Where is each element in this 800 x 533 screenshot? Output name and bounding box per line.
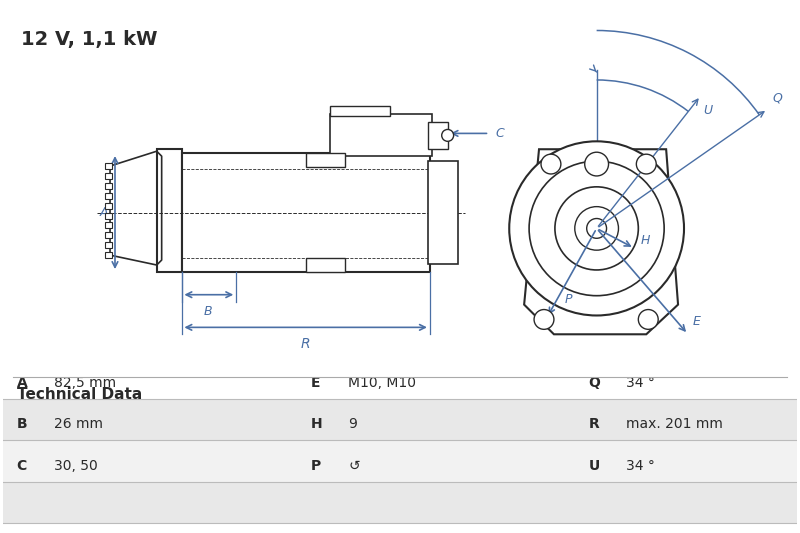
Polygon shape [428,122,448,149]
Polygon shape [105,232,112,238]
Text: 34 °: 34 ° [626,459,655,473]
Bar [2,399,798,440]
Polygon shape [306,153,346,167]
Text: R: R [301,337,310,351]
Polygon shape [157,149,182,272]
Circle shape [585,152,609,176]
Text: E: E [693,315,701,328]
Bar [2,440,798,482]
Text: R: R [589,417,599,431]
Polygon shape [105,163,112,169]
Polygon shape [330,114,432,156]
Text: U: U [703,104,713,117]
Polygon shape [330,106,390,116]
Polygon shape [110,151,162,265]
Text: 12 V, 1,1 kW: 12 V, 1,1 kW [21,30,157,50]
Text: H: H [310,417,322,431]
Circle shape [442,130,454,141]
Text: Q: Q [589,376,601,390]
Polygon shape [105,173,112,179]
Polygon shape [182,153,430,272]
Polygon shape [105,183,112,189]
Circle shape [541,154,561,174]
Text: M10, M10: M10, M10 [348,376,416,390]
Polygon shape [105,203,112,208]
Text: 30, 50: 30, 50 [54,459,98,473]
Text: P: P [565,293,573,306]
Polygon shape [105,193,112,199]
Text: B: B [17,417,27,431]
Circle shape [586,219,606,238]
Circle shape [574,207,618,250]
Text: A: A [100,206,108,219]
Circle shape [510,141,684,316]
Circle shape [638,310,658,329]
Text: max. 201 mm: max. 201 mm [626,417,723,431]
Circle shape [636,154,656,174]
Text: 82,5 mm: 82,5 mm [54,376,117,390]
Text: B: B [204,305,213,318]
Text: 9: 9 [348,417,358,431]
Circle shape [529,161,664,296]
Polygon shape [105,243,112,248]
Polygon shape [105,222,112,229]
Text: 34 °: 34 ° [626,376,655,390]
Text: ↺: ↺ [348,459,360,473]
Polygon shape [105,252,112,258]
Polygon shape [428,161,458,264]
Text: U: U [589,459,600,473]
Text: C: C [17,459,27,473]
Text: P: P [310,459,321,473]
Circle shape [534,310,554,329]
Text: H: H [640,234,650,247]
Text: E: E [310,376,320,390]
Text: Q: Q [773,91,782,104]
Text: C: C [495,127,504,140]
Polygon shape [524,149,678,334]
Text: Technical Data: Technical Data [17,387,142,402]
Polygon shape [105,213,112,219]
Text: A: A [17,376,27,390]
Circle shape [555,187,638,270]
Bar [2,482,798,523]
Polygon shape [306,258,346,272]
Text: 26 mm: 26 mm [54,417,103,431]
